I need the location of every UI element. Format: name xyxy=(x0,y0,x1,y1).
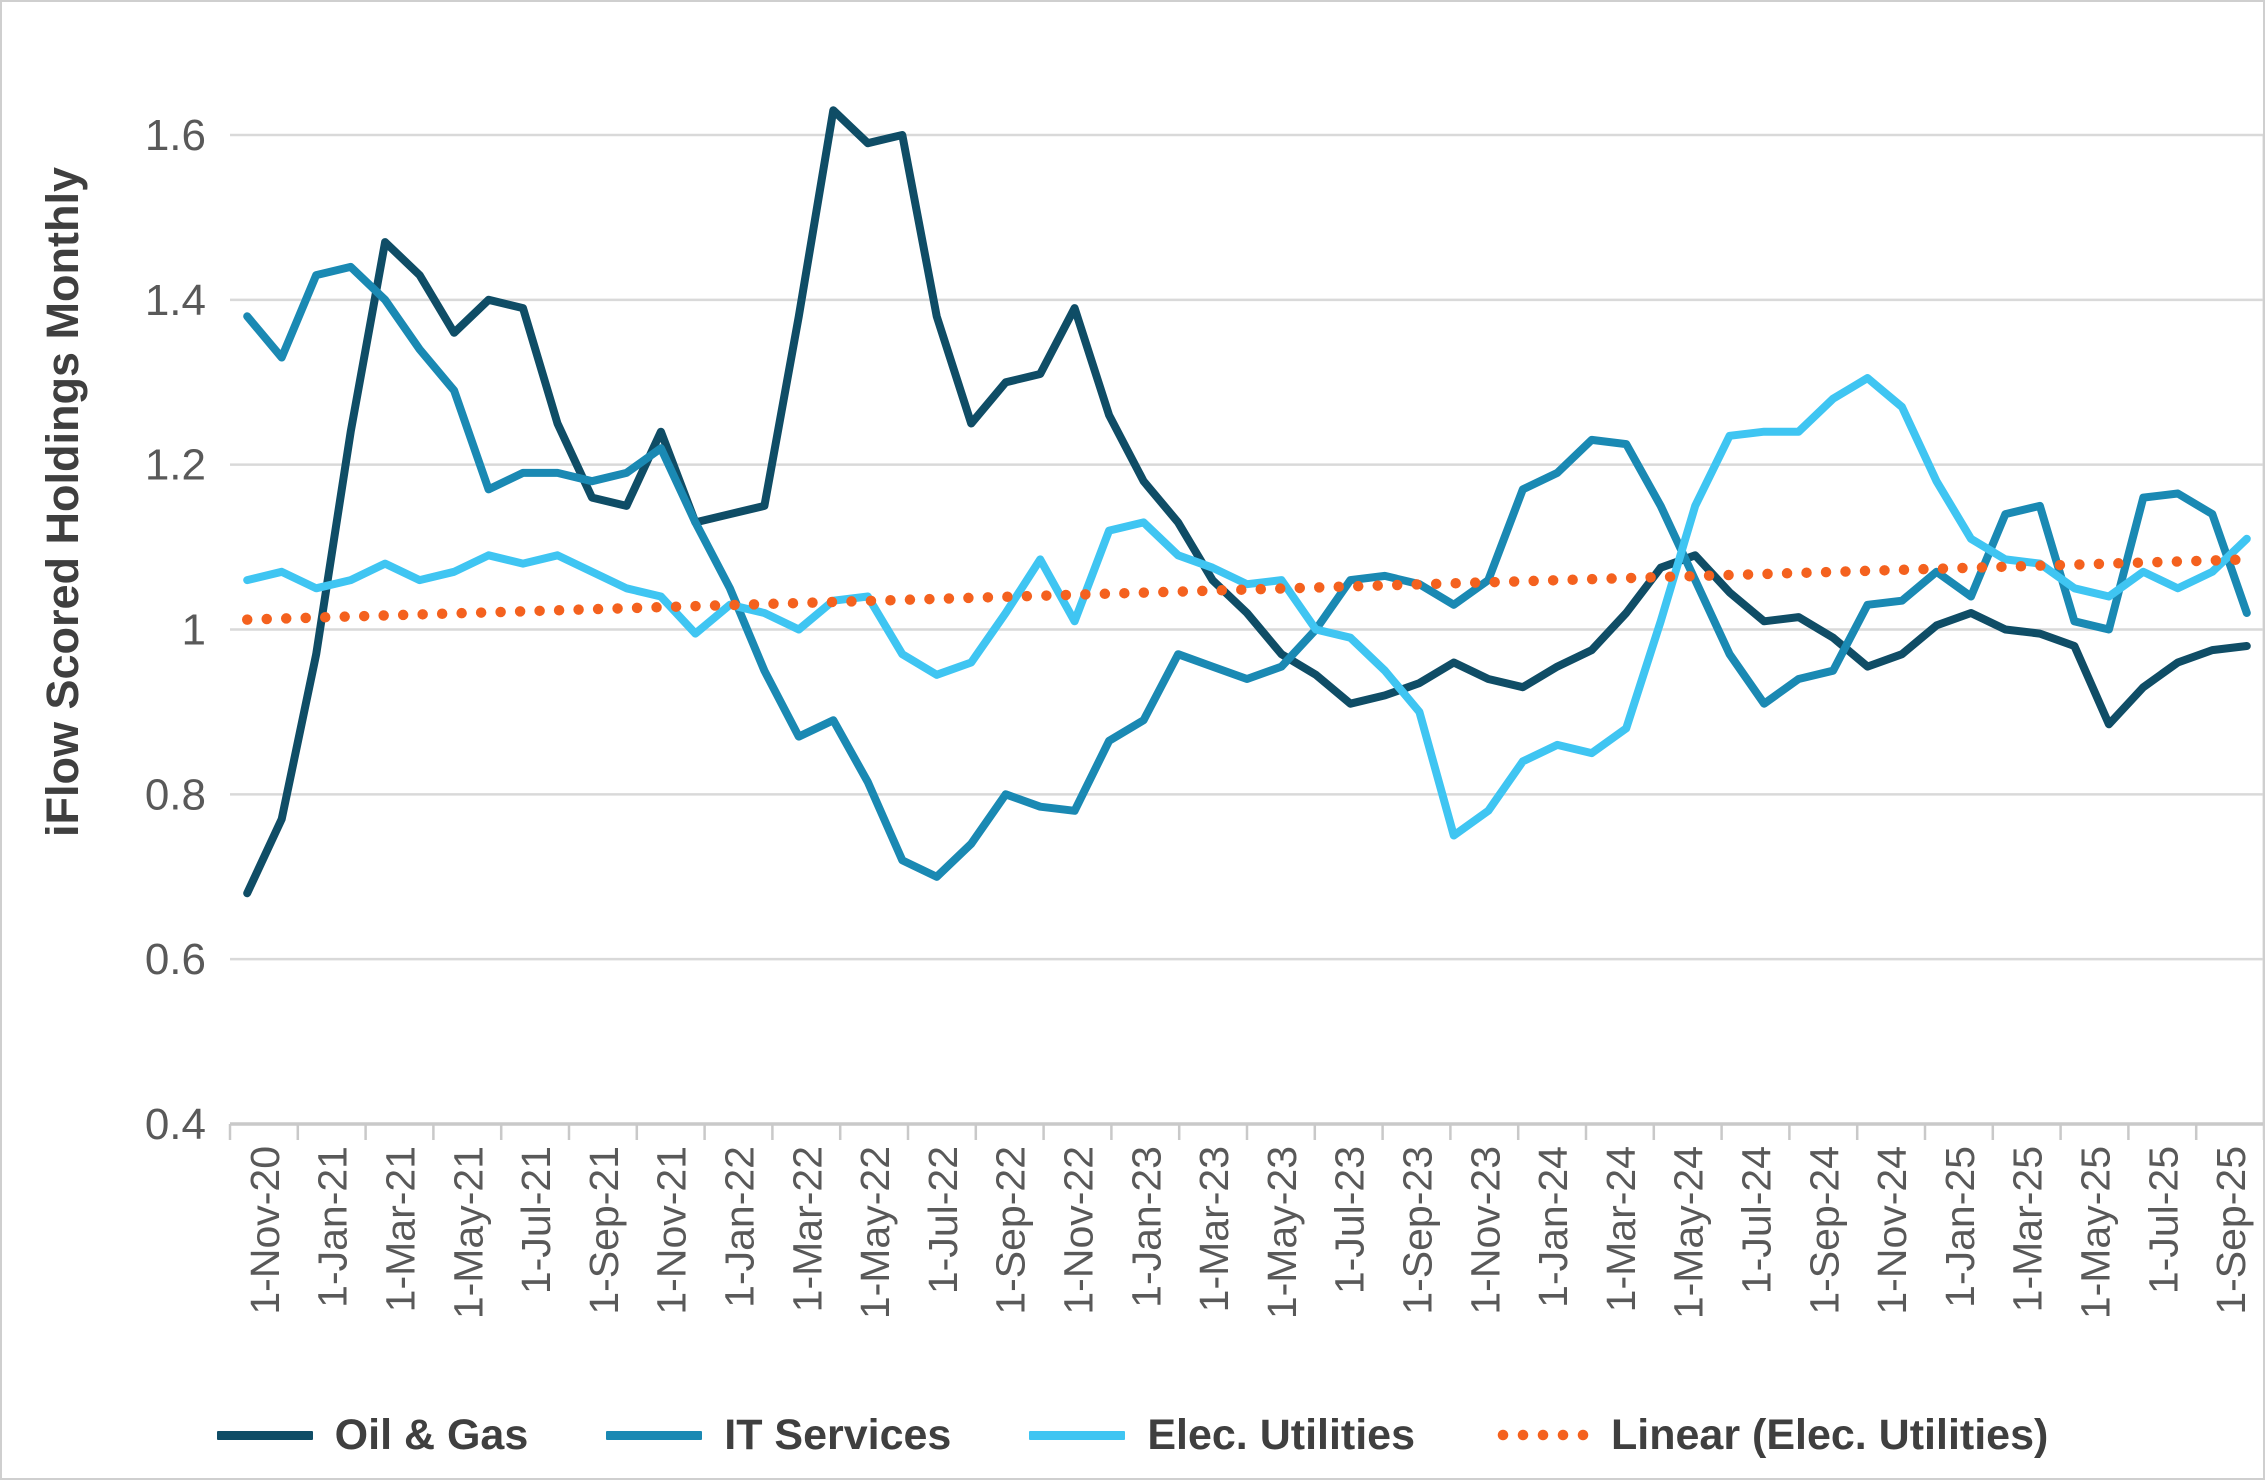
x-axis-tick-label: 1-Jul-23 xyxy=(1327,1146,1373,1294)
x-axis-tick-label: 1-Mar-24 xyxy=(1598,1146,1644,1312)
x-axis-tick-label: 1-Sep-22 xyxy=(988,1146,1034,1315)
x-axis-tick-label: 1-Mar-25 xyxy=(2005,1146,2051,1312)
x-axis-tick-label: 1-Jul-21 xyxy=(513,1146,559,1294)
legend-item-oil-gas: Oil & Gas xyxy=(216,1410,529,1460)
chart-legend: Oil & Gas IT Services Elec. Utilities Linea… xyxy=(2,1400,2263,1470)
legend-label: Elec. Utilities xyxy=(1147,1410,1416,1459)
x-axis-tick-label: 1-May-24 xyxy=(1666,1146,1712,1319)
legend-label: Oil & Gas xyxy=(334,1410,529,1459)
legend-swatch-line xyxy=(1029,1430,1126,1440)
legend-swatch-line xyxy=(216,1430,313,1440)
x-axis-tick-label: 1-May-22 xyxy=(852,1146,898,1319)
x-axis-tick-label: 1-Mar-21 xyxy=(378,1146,424,1312)
trendline-linear-elec-utilities- xyxy=(241,554,2253,625)
x-axis-tick-label: 1-Sep-23 xyxy=(1395,1146,1441,1315)
x-axis-tick-label: 1-Jul-22 xyxy=(920,1146,966,1294)
y-axis-tick-label: 0.6 xyxy=(145,935,206,984)
x-axis-tick-label: 1-Jan-21 xyxy=(310,1146,356,1308)
legend-label: Linear (Elec. Utilities) xyxy=(1611,1410,2049,1459)
x-axis-tick-label: 1-Sep-25 xyxy=(2208,1146,2254,1315)
series-line-oil-gas xyxy=(243,106,2251,898)
y-axis-tick-label: 1 xyxy=(182,606,206,655)
y-axis-tick-label: 1.6 xyxy=(145,111,206,160)
gridlines xyxy=(230,133,2263,1124)
y-axis-tick-label: 0.4 xyxy=(145,1100,206,1149)
legend-swatch-dotted-line xyxy=(1493,1429,1590,1441)
series-line-it-services xyxy=(243,262,2251,881)
data-series-lines xyxy=(241,106,2253,898)
legend-label: IT Services xyxy=(724,1410,952,1459)
x-axis-tick-label: 1-Jan-24 xyxy=(1530,1146,1576,1308)
x-axis-tick-label: 1-Nov-23 xyxy=(1462,1146,1508,1315)
x-axis-tick-label: 1-May-21 xyxy=(445,1146,491,1319)
x-axis-tick-label: 1-May-25 xyxy=(2073,1146,2119,1319)
series-line-elec-utilities xyxy=(243,374,2251,840)
x-axis-tick-label: 1-Nov-24 xyxy=(1869,1146,1915,1315)
x-axis-tick-label: 1-Nov-22 xyxy=(1056,1146,1102,1315)
x-axis-tick-label: 1-Mar-22 xyxy=(784,1146,830,1312)
legend-item-linear-elec-utilities-: Linear (Elec. Utilities) xyxy=(1493,1411,2048,1460)
x-axis-tick-label: 1-Jan-25 xyxy=(1937,1146,1983,1308)
x-axis-tick-label: 1-Jan-23 xyxy=(1123,1146,1169,1308)
legend-swatch-line xyxy=(606,1430,703,1440)
x-axis-tick-label: 1-Sep-21 xyxy=(581,1146,627,1315)
y-axis-tick-label: 0.8 xyxy=(145,770,206,819)
axes xyxy=(228,1122,2263,1140)
x-axis-tick-label: 1-Jul-24 xyxy=(1734,1146,1780,1294)
x-axis-tick-label: 1-Sep-24 xyxy=(1801,1146,1847,1315)
x-axis-tick-label: 1-Mar-23 xyxy=(1191,1146,1237,1312)
y-axis-tick-label: 1.4 xyxy=(145,276,206,325)
legend-item-it-services: IT Services xyxy=(606,1411,951,1460)
x-axis-tick-label: 1-Jan-22 xyxy=(717,1146,763,1308)
legend-item-elec-utilities: Elec. Utilities xyxy=(1029,1411,1415,1460)
x-axis-tick-label: 1-May-23 xyxy=(1259,1146,1305,1319)
x-axis-tick-label: 1-Jul-25 xyxy=(2140,1146,2186,1294)
x-axis-tick-label: 1-Nov-21 xyxy=(649,1146,695,1315)
y-axis-tick-label: 1.2 xyxy=(145,441,206,490)
y-axis-title: iFlow Scored Holdings Monthly xyxy=(37,167,88,837)
x-axis-tick-label: 1-Nov-20 xyxy=(242,1146,288,1315)
axis-labels: 0.4 0.6 0.8 1 1.2 1.4 1.6 1-Nov-20 1-Jan-21 1-Mar… xyxy=(145,111,2254,1319)
